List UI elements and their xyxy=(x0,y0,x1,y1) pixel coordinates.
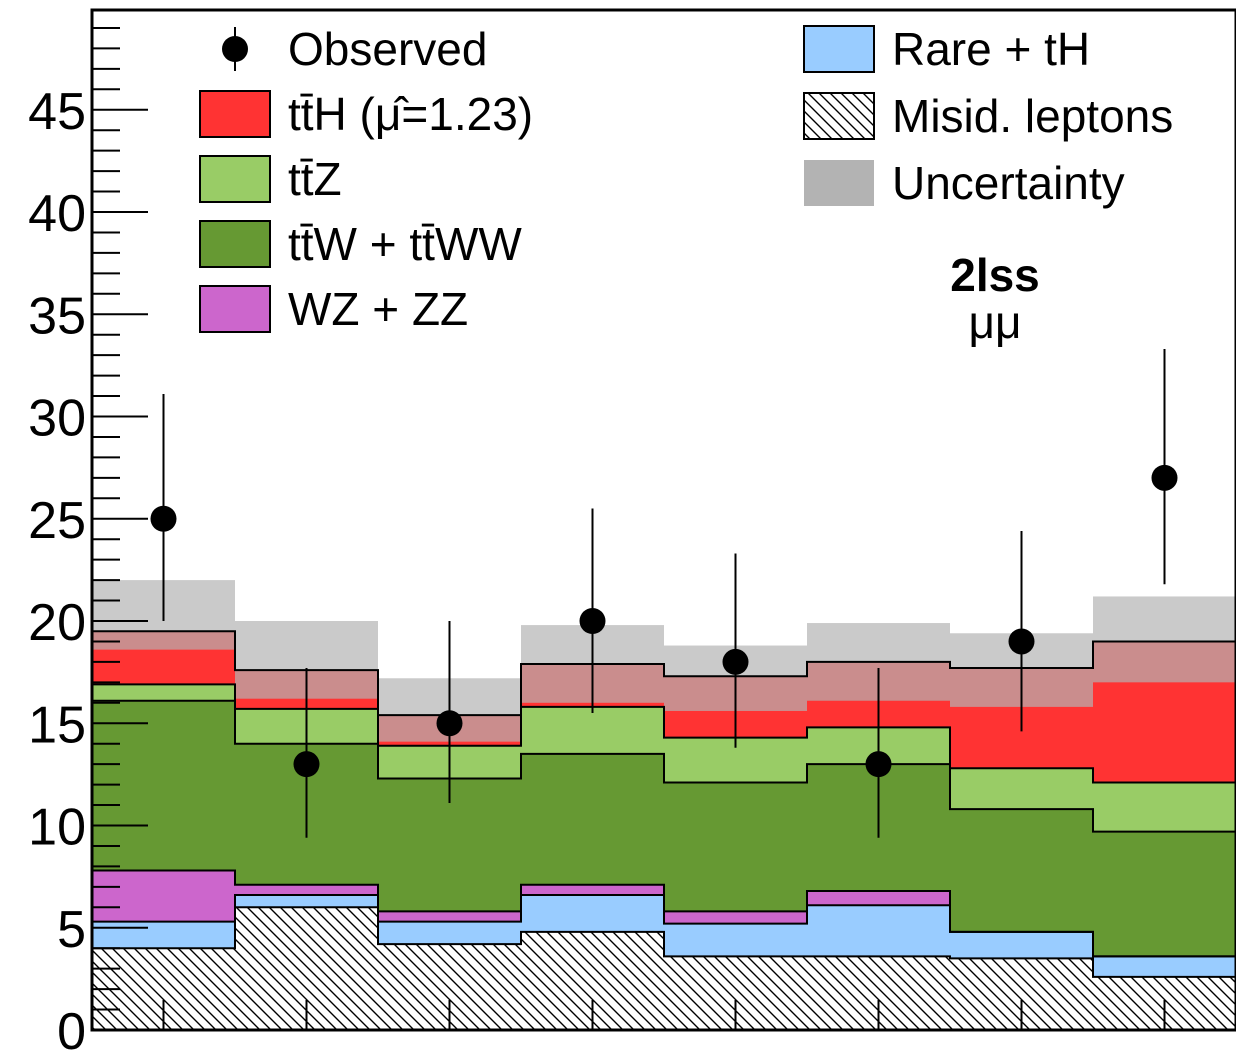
bar-rare_th-bin-6 xyxy=(807,905,950,957)
legend-label-rare_th: Rare + tH xyxy=(892,23,1090,75)
legend-label-ttw: tt̄W + tt̄WW xyxy=(288,218,522,270)
legend-label-misid: Misid. leptons xyxy=(892,90,1173,142)
observed-point-bin-5 xyxy=(722,648,749,675)
bar-wz_zz-bin-6 xyxy=(807,890,950,906)
bar-rare_th-bin-7 xyxy=(950,931,1093,959)
channel-annotation: 2lss μμ xyxy=(950,249,1040,348)
channel-subtitle: μμ xyxy=(968,296,1021,348)
y-tick-label: 10 xyxy=(28,799,86,857)
legend-swatch-ttz xyxy=(199,155,271,203)
legend-label-wz_zz: WZ + ZZ xyxy=(288,283,468,335)
bar-ttw-bin-5 xyxy=(664,782,807,912)
y-tick-label: 15 xyxy=(28,696,86,754)
observed-point-bin-8 xyxy=(1151,464,1178,491)
observed-point-bin-4 xyxy=(579,608,606,634)
channel-title: 2lss xyxy=(950,249,1040,301)
bar-rare_th-bin-1 xyxy=(92,921,235,949)
bar-ttz-bin-7 xyxy=(950,768,1093,810)
axes: 0 5 10 15 20 25 30 35 40 45 xyxy=(28,8,1236,1061)
bar-ttz-bin-4 xyxy=(521,706,664,754)
legend-swatch-wz_zz xyxy=(199,285,271,333)
legend-swatch-rare_th xyxy=(803,25,875,73)
y-tick-label: 40 xyxy=(28,185,86,243)
bar-ttw-bin-8 xyxy=(1093,831,1236,957)
y-tick-label: 25 xyxy=(28,492,86,550)
outline-wz_zz xyxy=(92,869,1236,958)
bar-rare_th-bin-4 xyxy=(521,895,664,932)
bar-ttw-bin-4 xyxy=(521,753,664,885)
bar-rare_th-bin-8 xyxy=(1093,956,1236,977)
bar-ttw-bin-1 xyxy=(92,700,235,871)
stack-outlines xyxy=(92,630,1236,978)
y-tick-label: 20 xyxy=(28,594,86,652)
legend-label-ttz: tt̄Z xyxy=(288,153,342,205)
observed-point-bin-1 xyxy=(150,505,177,532)
legend-label-tth: tt̄H (μ̂=1.23) xyxy=(288,88,533,140)
observed-point-bin-6 xyxy=(865,751,892,778)
bar-wz_zz-bin-2 xyxy=(235,884,378,896)
legend-swatch-misid xyxy=(803,92,875,140)
legend-swatch-ttw xyxy=(199,220,271,268)
bar-wz_zz-bin-1 xyxy=(92,870,235,922)
legend-swatch-uncertainty xyxy=(804,160,874,206)
bar-ttz-bin-8 xyxy=(1093,782,1236,832)
bar-rare_th-bin-5 xyxy=(664,923,807,957)
legend-label-uncertainty: Uncertainty xyxy=(892,157,1125,209)
y-tick-label: 35 xyxy=(28,287,86,345)
bar-rare_th-bin-3 xyxy=(378,921,521,945)
y-tick-label: 0 xyxy=(57,1003,86,1056)
bar-ttw-bin-7 xyxy=(950,809,1093,932)
bar-wz_zz-bin-3 xyxy=(378,911,521,922)
legend: Observed tt̄H (μ̂=1.23) tt̄Z tt̄W + tt̄WW WZ… xyxy=(199,23,1173,335)
uncertainty-band-bin-8 xyxy=(1093,596,1236,683)
plot-frame xyxy=(90,8,1236,1032)
bar-ttz-bin-1 xyxy=(92,684,235,701)
observed-point-bin-3 xyxy=(436,710,463,737)
legend-observed-marker xyxy=(222,36,248,62)
legend-swatch-tth xyxy=(199,90,271,138)
bar-wz_zz-bin-5 xyxy=(664,911,807,924)
plot-area xyxy=(92,349,1236,1030)
observed-point-bin-2 xyxy=(293,751,320,778)
observed-point-bin-7 xyxy=(1008,628,1035,655)
bar-rare_th-bin-2 xyxy=(235,895,378,908)
bar-wz_zz-bin-4 xyxy=(521,884,664,896)
outline-misid xyxy=(92,906,1236,978)
observed-points xyxy=(150,349,1178,838)
legend-label-observed: Observed xyxy=(288,23,487,75)
y-tick-label: 45 xyxy=(28,83,86,141)
y-tick-label: 30 xyxy=(28,390,86,448)
y-tick-label: 5 xyxy=(57,901,86,959)
